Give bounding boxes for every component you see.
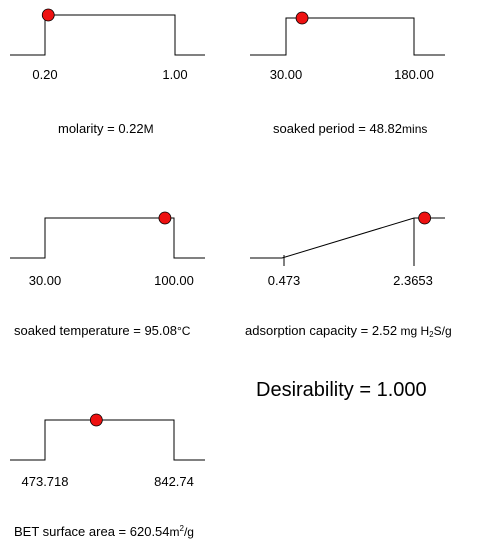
desirability-line	[250, 217, 445, 259]
molarity-high-tick: 1.00	[162, 67, 188, 82]
optimum-point	[41, 8, 55, 22]
bet-surface-area-low-tick: 473.718	[21, 474, 69, 489]
desirability-line	[10, 217, 205, 259]
desirability-value: Desirability = 1.000	[256, 379, 427, 401]
soaked-temperature-plot	[10, 211, 205, 259]
soaked-period-low-tick: 30.00	[269, 67, 303, 82]
optimum-point	[89, 413, 103, 427]
bet-surface-area-caption: BET surface area = 620.54m2/g	[14, 524, 194, 539]
desirability-line	[10, 419, 205, 461]
bet-surface-area-panel: 473.718 842.74 BET surface area = 620.54…	[0, 404, 240, 550]
desirability-line	[10, 14, 205, 56]
soaked-temperature-caption: soaked temperature = 95.08°C	[14, 323, 191, 338]
molarity-caption: molarity = 0.22M	[58, 121, 154, 136]
molarity-plot	[10, 8, 205, 56]
optimum-point	[158, 211, 172, 225]
optimum-point	[418, 211, 432, 225]
soaked-temperature-high-tick: 100.00	[154, 273, 194, 288]
soaked-temperature-panel: 30.00 100.00 soaked temperature = 95.08°…	[0, 196, 240, 346]
adsorption-capacity-high-tick: 2.3653	[393, 273, 433, 288]
soaked-period-panel: 30.00 180.00 soaked period = 48.82mins	[240, 0, 480, 140]
adsorption-capacity-low-tick: 0.473	[267, 273, 301, 288]
soaked-temperature-low-tick: 30.00	[28, 273, 62, 288]
soaked-period-caption: soaked period = 48.82mins	[273, 121, 428, 136]
adsorption-capacity-panel: 0.473 2.3653 adsorption capacity = 2.52 …	[240, 196, 494, 346]
desirability-line	[250, 17, 445, 56]
soaked-period-plot	[250, 11, 445, 56]
optimum-point	[295, 11, 309, 25]
bet-surface-area-high-tick: 842.74	[154, 474, 194, 489]
adsorption-capacity-plot	[250, 211, 445, 266]
adsorption-capacity-caption: adsorption capacity = 2.52 mg H2S/g	[245, 323, 452, 339]
molarity-low-tick: 0.20	[32, 67, 58, 82]
molarity-panel: 0.20 1.00 molarity = 0.22M	[0, 0, 220, 140]
bet-surface-area-plot	[10, 413, 205, 461]
soaked-period-high-tick: 180.00	[394, 67, 434, 82]
